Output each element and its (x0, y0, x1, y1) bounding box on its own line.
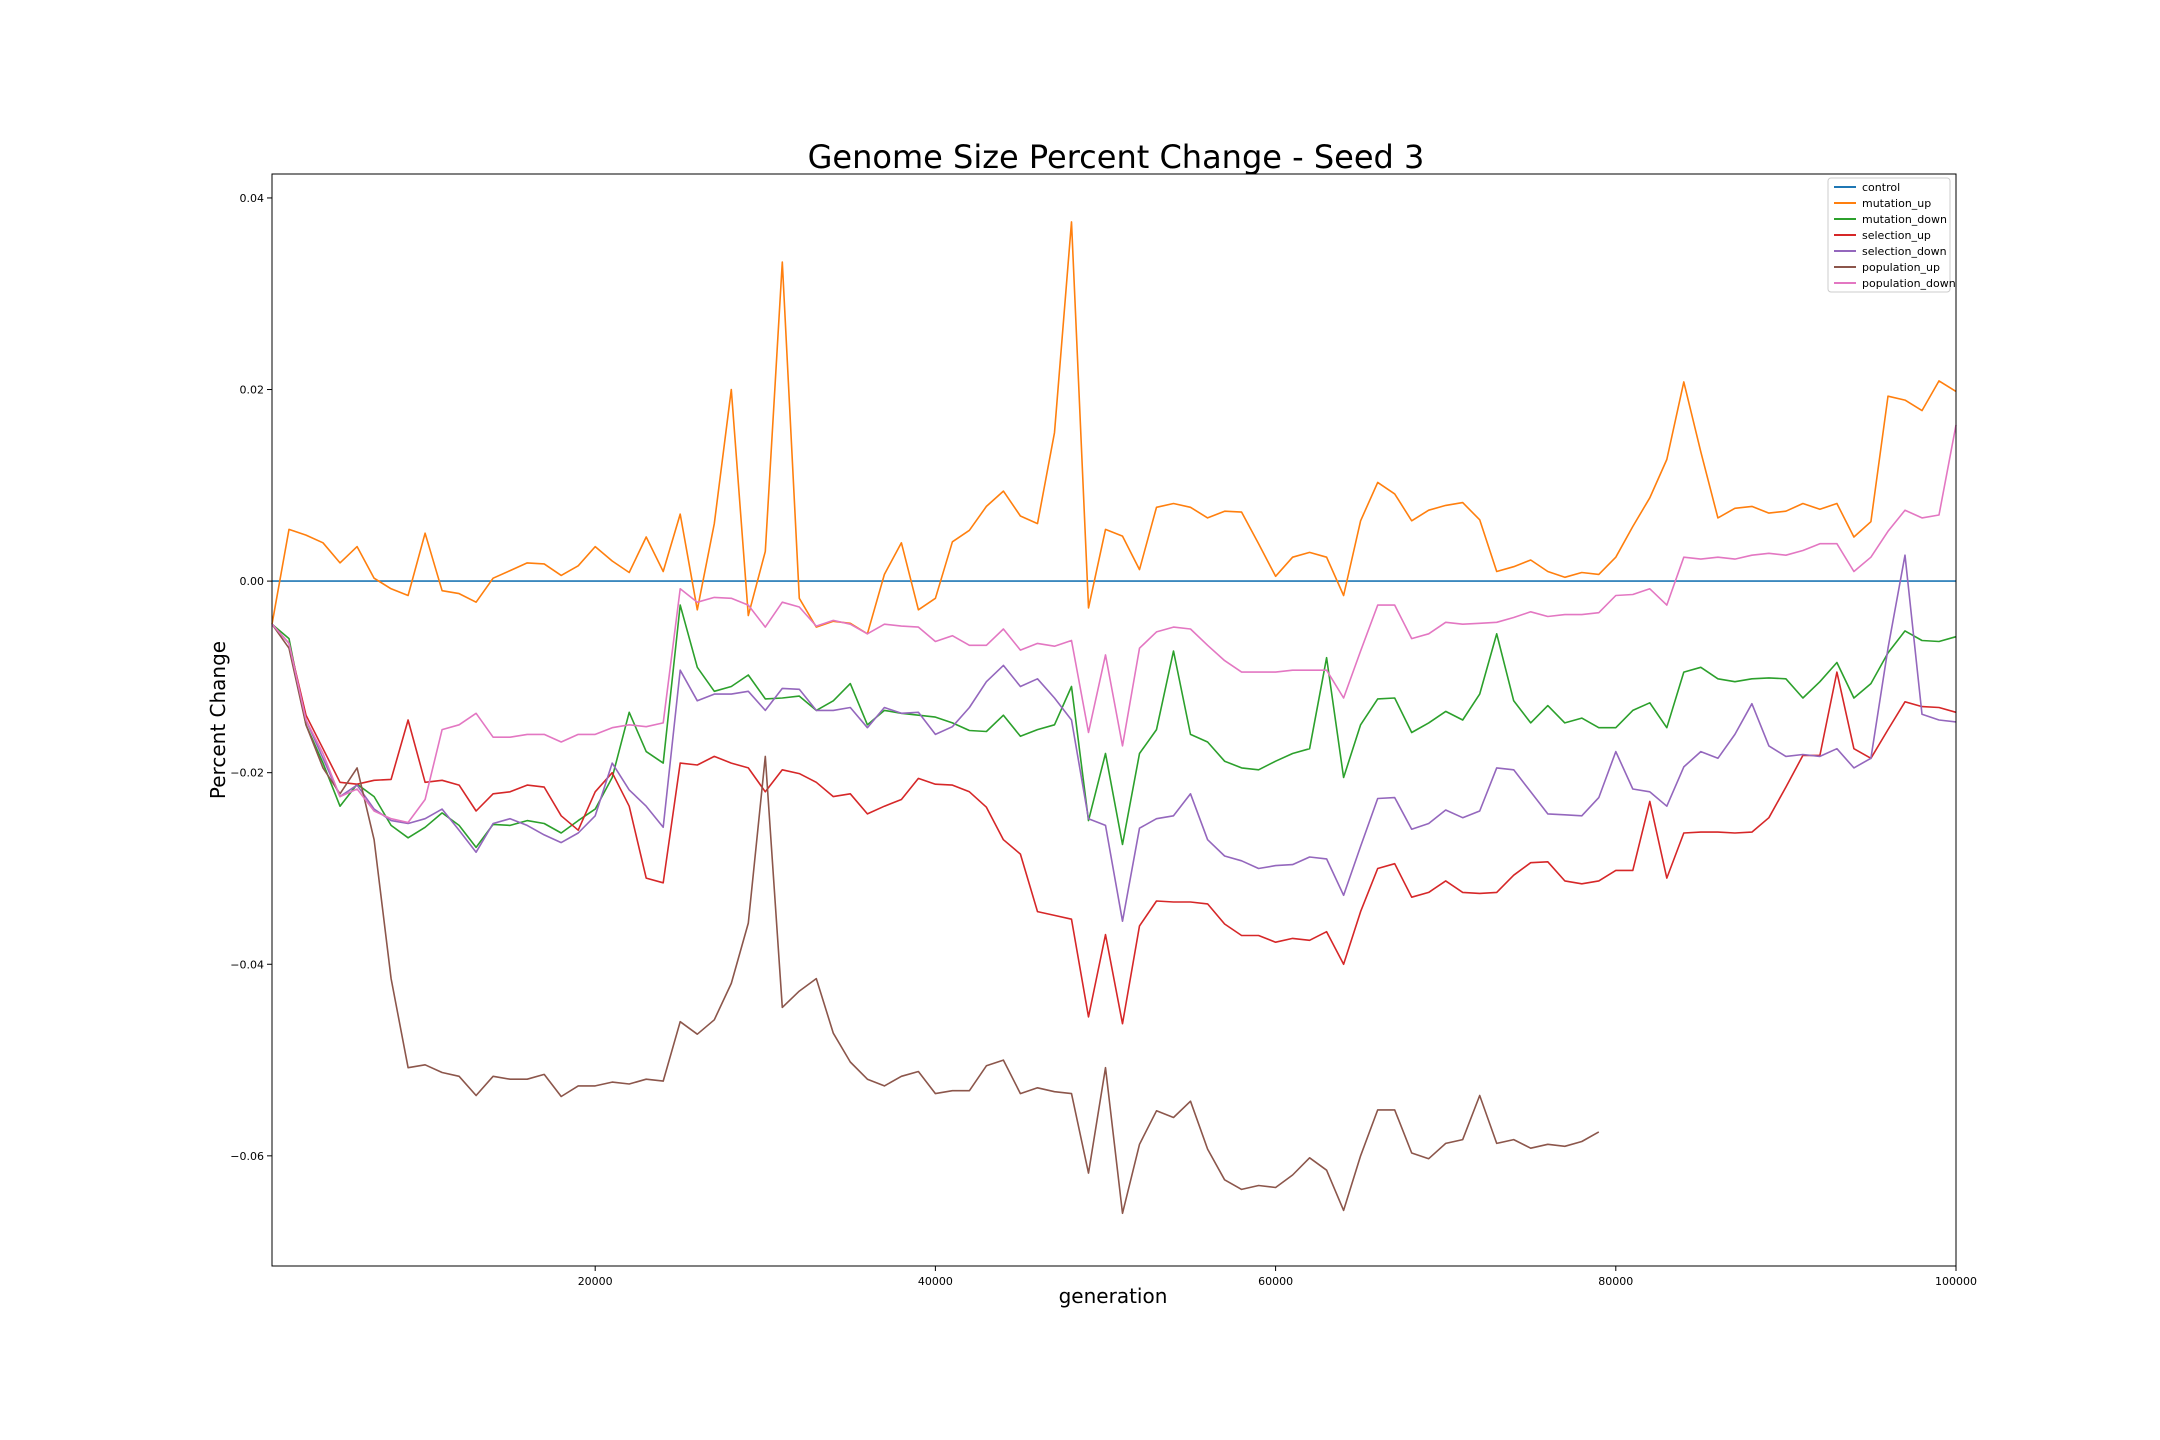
legend-label: selection_down (1862, 245, 1947, 258)
series-line-selection-down (271, 554, 1957, 923)
legend-label: population_up (1862, 261, 1940, 274)
x-tick-label: 20000 (578, 1275, 613, 1288)
series-line-mutation-up (271, 221, 1957, 635)
legend-label: mutation_up (1862, 197, 1931, 210)
legend-label: mutation_down (1862, 213, 1947, 226)
legend-label: selection_up (1862, 229, 1931, 242)
y-axis-title: Percent Change (206, 641, 230, 799)
x-axis: 20000 40000 60000 80000 100000 (578, 1266, 1977, 1288)
x-tick-label: 100000 (1935, 1275, 1977, 1288)
series-line-population-up (271, 623, 1600, 1215)
y-tick-label: 0.00 (240, 575, 265, 588)
x-tick-label: 80000 (1598, 1275, 1633, 1288)
y-tick-label: −0.04 (230, 958, 264, 971)
y-tick-label: −0.02 (230, 767, 264, 780)
y-tick-label: −0.06 (230, 1150, 264, 1163)
series-line-population-down (271, 424, 1957, 824)
legend-box (1827, 177, 1951, 293)
series-line-mutation-down (271, 604, 1957, 849)
x-tick-label: 40000 (918, 1275, 953, 1288)
legend-label: population_down (1862, 277, 1956, 290)
series-line-selection-up (271, 623, 1957, 1025)
legend-label: control (1862, 181, 1900, 194)
y-tick-label: 0.02 (240, 384, 265, 397)
plot-series (271, 221, 1957, 1215)
chart-title: Genome Size Percent Change - Seed 3 (808, 138, 1425, 176)
y-tick-label: 0.04 (240, 192, 265, 205)
legend: control mutation_up mutation_down selection… (1827, 177, 1956, 293)
x-axis-title: generation (1059, 1284, 1168, 1308)
legend-items: control mutation_up mutation_down selection… (1834, 181, 1956, 290)
plot-frame (271, 173, 1957, 1267)
y-axis: 0.04 0.02 0.00 −0.02 −0.04 −0.06 (230, 192, 272, 1163)
x-tick-label: 60000 (1258, 1275, 1293, 1288)
